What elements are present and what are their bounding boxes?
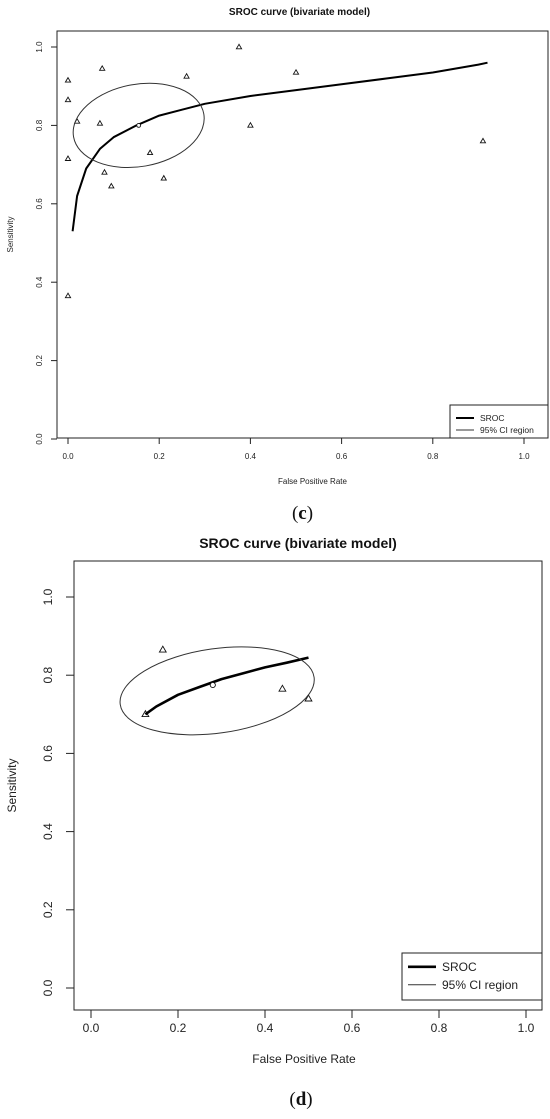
x-axis-label: False Positive Rate (278, 477, 347, 486)
study-point (64, 292, 72, 299)
panel-label: (c) (292, 503, 313, 524)
legend-entry: SROC (442, 960, 477, 974)
y-tick-label: 1.0 (41, 588, 55, 605)
x-tick-label: 0.0 (62, 452, 74, 461)
y-tick-label: 0.6 (41, 745, 55, 762)
chart-title: SROC curve (bivariate model) (199, 535, 397, 551)
chart-title: SROC curve (bivariate model) (229, 7, 370, 18)
summary-point (209, 681, 216, 689)
ci-region-ellipse (119, 646, 315, 736)
x-tick-label: 1.0 (518, 452, 530, 461)
study-point (183, 72, 190, 79)
y-tick-label: 0.0 (35, 433, 44, 445)
y-axis-label: Sensitivity (6, 216, 15, 252)
legend-entry: 95% CI region (480, 425, 534, 435)
x-tick-label: 0.6 (336, 452, 348, 461)
summary-point (136, 123, 142, 128)
y-tick-label: 0.2 (41, 901, 55, 918)
y-tick-label: 0.2 (35, 354, 44, 366)
legend-box (449, 404, 549, 439)
study-point (146, 149, 154, 156)
x-tick-label: 0.2 (154, 452, 166, 461)
study-point (98, 65, 106, 71)
y-tick-label: 0.4 (41, 823, 55, 840)
x-tick-label: 0.0 (83, 1021, 100, 1035)
y-tick-label: 0.8 (41, 667, 55, 684)
study-point (160, 174, 168, 181)
y-tick-label: 1.0 (35, 41, 44, 53)
legend-entry: SROC (480, 413, 505, 423)
x-tick-label: 0.2 (170, 1021, 187, 1035)
study-point (64, 76, 72, 83)
y-tick-label: 0.6 (35, 198, 44, 210)
study-point (64, 155, 72, 161)
x-tick-label: 0.4 (257, 1021, 274, 1035)
study-point (64, 96, 72, 103)
x-tick-label: 0.6 (344, 1021, 361, 1035)
study-point (247, 121, 254, 128)
study-point (479, 137, 487, 144)
x-axis-label: False Positive Rate (252, 1052, 356, 1066)
study-point (108, 182, 115, 189)
study-point (235, 43, 243, 50)
x-tick-label: 0.4 (245, 452, 257, 461)
study-point (96, 119, 104, 126)
study-point (158, 645, 167, 653)
chart-panel-c: SROC curve (bivariate model) 0.0 0.2 0.4 0.6… (6, 7, 549, 524)
y-axis-label: Sensitivity (5, 758, 19, 812)
study-point (292, 68, 300, 75)
sroc-curve (71, 61, 488, 232)
x-tick-label: 0.8 (427, 452, 439, 461)
plot-frame (73, 560, 543, 1011)
ci-region-ellipse (72, 82, 205, 169)
x-tick-label: 0.8 (431, 1021, 448, 1035)
y-tick-label: 0.8 (35, 119, 44, 131)
legend-box (401, 952, 543, 1001)
panel-label: (d) (289, 1089, 312, 1110)
study-point (278, 684, 287, 692)
y-tick-label: 0.4 (35, 276, 44, 288)
legend-entry: 95% CI region (442, 978, 518, 992)
sroc-curve (144, 656, 309, 716)
study-point (101, 168, 108, 175)
y-tick-label: 0.0 (41, 979, 55, 996)
chart-panel-d: SROC curve (bivariate model) 0.0 0.2 0.4 0.6… (5, 535, 543, 1110)
x-tick-label: 1.0 (518, 1021, 535, 1035)
plot-frame (56, 30, 549, 439)
study-point (304, 694, 313, 702)
